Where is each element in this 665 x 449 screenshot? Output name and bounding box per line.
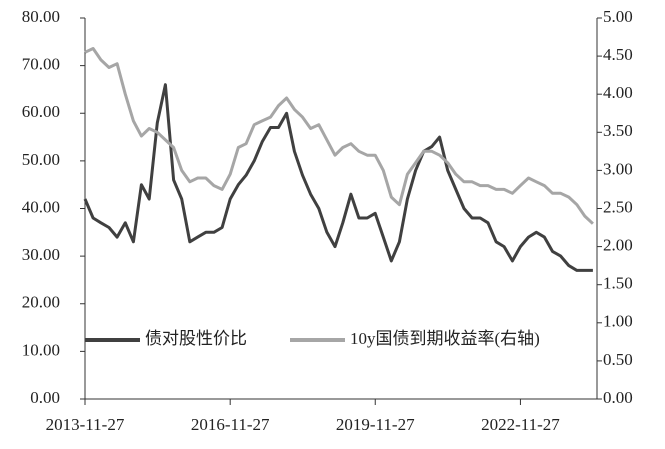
y2-tick-label: 1.00 xyxy=(603,312,633,331)
y-tick-label: 10.00 xyxy=(22,340,60,359)
y-tick-label: 30.00 xyxy=(22,245,60,264)
y2-tick-label: 0.50 xyxy=(603,350,633,369)
x-tick-label: 2013-11-27 xyxy=(46,415,125,434)
x-tick-label: 2022-11-27 xyxy=(481,415,560,434)
y-tick-label: 20.00 xyxy=(22,293,60,312)
y2-tick-label: 3.00 xyxy=(603,159,633,178)
series-line xyxy=(84,47,594,225)
y-tick-label: 80.00 xyxy=(22,7,60,26)
y-tick-label: 70.00 xyxy=(22,55,60,74)
y2-tick-label: 4.00 xyxy=(603,83,633,102)
x-tick-label: 2019-11-27 xyxy=(336,415,415,434)
y-tick-label: 60.00 xyxy=(22,102,60,121)
y-tick-label: 0.00 xyxy=(30,388,60,407)
x-tick-label: 2016-11-27 xyxy=(191,415,270,434)
y2-tick-label: 3.50 xyxy=(603,121,633,140)
y2-tick-label: 2.00 xyxy=(603,236,633,255)
y2-tick-label: 0.00 xyxy=(603,388,633,407)
legend-label: 10y国债到期收益率(右轴) xyxy=(350,329,540,348)
legend-label: 债对股性价比 xyxy=(145,329,247,348)
y-tick-label: 40.00 xyxy=(22,197,60,216)
y-tick-label: 50.00 xyxy=(22,150,60,169)
y2-tick-label: 5.00 xyxy=(603,7,633,26)
y2-tick-label: 2.50 xyxy=(603,197,633,216)
y2-tick-label: 1.50 xyxy=(603,274,633,293)
series-line xyxy=(83,83,593,272)
y2-tick-label: 4.50 xyxy=(603,45,633,64)
